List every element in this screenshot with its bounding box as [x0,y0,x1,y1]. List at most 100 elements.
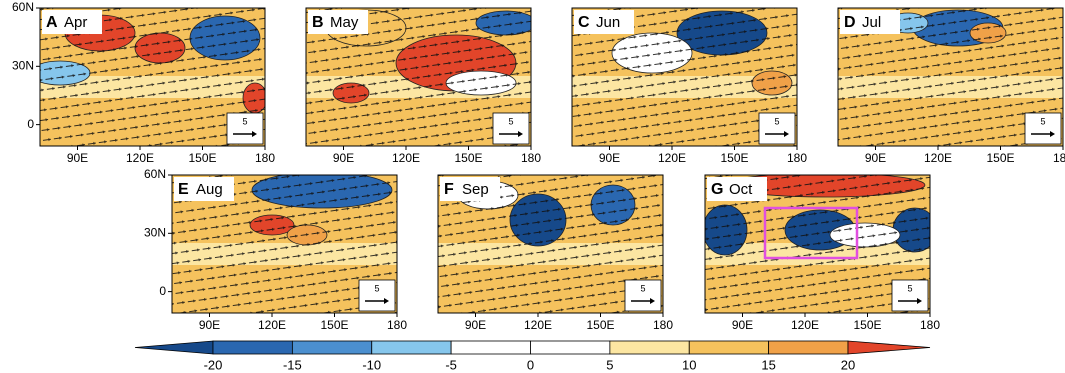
panel-letter: D [844,14,856,31]
panel-month: May [330,14,359,31]
panel-letter: A [46,14,58,31]
colorbar-segment [450,340,531,355]
y-tick-label: 30N [144,225,166,239]
panel-letter: C [578,14,590,31]
label-box [174,177,234,201]
colorbar-label: 10 [682,357,696,372]
y-tick-label: 30N [12,58,34,72]
panel-frame [571,7,798,147]
panel-frame [39,7,266,147]
x-tick-label: 120E [658,151,686,165]
reference-box [226,112,264,145]
panel-letter: E [178,181,189,198]
map-panel: D Jul 5 90E 120E 150E 180 [837,7,1065,165]
reference-arrowhead [917,298,922,304]
x-tick-label: 150E [188,151,216,165]
label-box [840,10,900,34]
colorbar-segment [371,340,452,355]
x-tick-label: 180 [653,318,673,332]
y-tick-label: 60N [12,0,34,14]
panel-frame [704,174,931,314]
panel-month: Aug [196,181,223,198]
reference-label: 5 [1040,116,1045,126]
panel-letter: B [312,14,324,31]
x-tick-label: 90E [599,151,620,165]
reference-arrowhead [384,298,389,304]
x-tick-label: 120E [392,151,420,165]
reference-box [492,112,530,145]
x-tick-label: 90E [465,318,486,332]
x-tick-label: 90E [67,151,88,165]
colorbar-label: 0 [527,357,534,372]
x-tick-label: 180 [521,151,541,165]
panel-month: Sep [462,181,489,198]
x-tick-label: 120E [791,318,819,332]
label-box [42,10,102,34]
x-tick-label: 150E [454,151,482,165]
panel-frame [837,7,1064,147]
x-tick-label: 120E [524,318,552,332]
x-tick-label: 150E [720,151,748,165]
reference-box [358,279,396,312]
label-box [308,10,368,34]
reference-label: 5 [508,116,513,126]
panel-month: Jul [862,14,881,31]
colorbar-segment [768,340,849,355]
map-panel: A Apr 5 90E 120E 150E 180 60N 30N 0 [12,0,275,165]
colorbar-segment [688,340,770,355]
reference-label: 5 [640,283,645,293]
colorbar-label: 15 [761,357,775,372]
x-tick-label: 150E [986,151,1014,165]
x-tick-label: 180 [920,318,940,332]
panel-letter: F [444,181,454,198]
colorbar-segment [212,340,293,355]
reference-box [624,279,662,312]
x-tick-label: 90E [865,151,886,165]
reference-arrowhead [1050,131,1055,137]
colorbar-label: -10 [362,357,381,372]
x-tick-label: 150E [853,318,881,332]
reference-box [1024,112,1062,145]
reference-box [758,112,796,145]
reference-arrowhead [518,131,523,137]
reference-label: 5 [907,283,912,293]
colorbar-label: -15 [283,357,302,372]
panel-month: Apr [64,14,87,31]
map-panel: E Aug 5 90E 120E 150E 180 60N 30N 0 [144,167,407,332]
x-tick-label: 180 [387,318,407,332]
x-tick-label: 180 [787,151,807,165]
panel-frame [171,174,398,314]
x-tick-label: 150E [320,318,348,332]
colorbar-segment [609,340,690,355]
map-panel: F Sep 5 90E 120E 150E 180 [437,174,673,332]
x-tick-label: 180 [1053,151,1065,165]
x-tick-label: 120E [258,318,286,332]
colorbar-label: -20 [204,357,223,372]
x-tick-label: 120E [126,151,154,165]
x-tick-label: 150E [586,318,614,332]
x-tick-label: 90E [199,318,220,332]
x-tick-label: 120E [924,151,952,165]
panel-frame [437,174,664,314]
reference-label: 5 [242,116,247,126]
panel-month: Oct [729,181,753,198]
highlight-box [763,206,859,260]
x-tick-label: 180 [255,151,275,165]
reference-label: 5 [774,116,779,126]
reference-arrowhead [784,131,789,137]
x-tick-label: 90E [333,151,354,165]
colorbar-label: 5 [606,357,613,372]
colorbar-label: 20 [841,357,855,372]
panel-month: Jun [596,14,620,31]
y-tick-label: 60N [144,167,166,181]
panel-frame [305,7,532,147]
map-panel: C Jun 5 90E 120E 150E 180 [571,7,807,165]
map-panel: G Oct 5 90E 120E 150E 180 [704,174,940,332]
colorbar-segment [291,340,373,355]
reference-box [891,279,929,312]
map-panel: B May 5 90E 120E 150E 180 [305,7,541,165]
colorbar-high [847,340,931,355]
label-box [440,177,500,201]
colorbar-low [134,340,214,355]
